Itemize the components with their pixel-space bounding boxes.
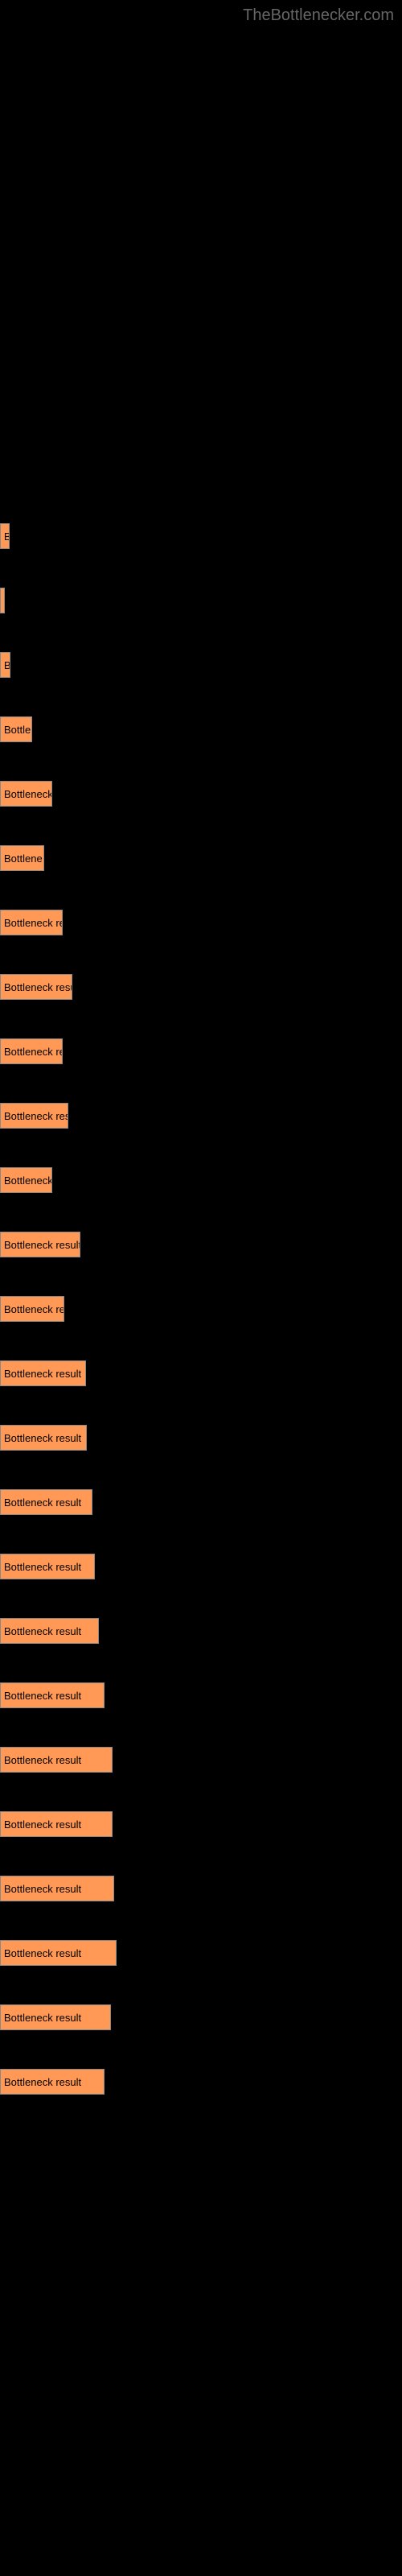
bar-row: Bottleneck result (0, 1489, 402, 1515)
bar-row: Bottleneck result (0, 1360, 402, 1386)
bar: Bottlene (0, 845, 44, 871)
bar-row: Bottleneck result (0, 1747, 402, 1773)
bar-label: Bottleneck result (4, 1432, 81, 1444)
bar-row: Bottleneck result (0, 1425, 402, 1451)
bar-label: Bottleneck result (4, 1818, 81, 1831)
bar-row: Bottleneck result (0, 1232, 402, 1257)
bar-label: Bottleneck result (4, 1496, 81, 1509)
bar-row: Bottleneck result (0, 1940, 402, 1966)
bar: Bottleneck result (0, 1811, 113, 1837)
bar-label: Bottleneck result (4, 1883, 81, 1895)
bar: Bottleneck re (0, 1038, 63, 1064)
bar-row: Bottleneck re (0, 1296, 402, 1322)
bar: B (0, 523, 10, 549)
bar-label: Bottleneck result (4, 1690, 81, 1702)
bar-row: Bottleneck (0, 781, 402, 807)
bar: B (0, 652, 10, 678)
bar: Bottleneck re (0, 1296, 64, 1322)
bar-label: Bottleneck result (4, 1625, 81, 1637)
bar: Bottleneck result (0, 1876, 114, 1901)
bar-row: Bottleneck result (0, 1682, 402, 1708)
bar: Bottleneck result (0, 1360, 86, 1386)
bar: Bottleneck res (0, 1103, 68, 1129)
bar: Bottleneck result (0, 1425, 87, 1451)
bar-label: Bottleneck result (4, 1561, 81, 1573)
bar-label: Bottleneck re (4, 1303, 64, 1315)
bar-row: Bottleneck result (0, 1554, 402, 1579)
bar: Bottleneck resu (0, 974, 72, 1000)
bar-chart: B B Bottle Bottleneck Bottlene Bottleneck re B… (0, 0, 402, 2149)
bar-row: Bottleneck result (0, 1811, 402, 1837)
bar-label: B (4, 530, 10, 543)
bar-label: Bottleneck result (4, 2012, 81, 2024)
bar-row: Bottlene (0, 845, 402, 871)
bar: Bottleneck result (0, 2004, 111, 2030)
bar: Bottleneck result (0, 1747, 113, 1773)
bar-row: Bottleneck resu (0, 974, 402, 1000)
bar: Bottleneck result (0, 1940, 117, 1966)
bar-label: Bottleneck re (4, 917, 63, 929)
bar: Bottleneck re (0, 910, 63, 935)
bar-row: Bottleneck res (0, 1103, 402, 1129)
bar-label: Bottleneck (4, 788, 52, 800)
bar: Bottleneck (0, 1167, 52, 1193)
bar: Bottleneck result (0, 1489, 92, 1515)
bar: Bottleneck result (0, 1618, 99, 1644)
bar: Bottleneck result (0, 1232, 80, 1257)
bar-row (0, 588, 402, 613)
bar-row: Bottleneck result (0, 1618, 402, 1644)
bar: Bottle (0, 716, 32, 742)
bar-row: B (0, 652, 402, 678)
bar: Bottleneck result (0, 1554, 95, 1579)
bar-row: Bottleneck result (0, 2069, 402, 2095)
watermark-text: TheBottlenecker.com (243, 6, 394, 25)
bar-row: Bottle (0, 716, 402, 742)
bar-label: Bottleneck result (4, 1368, 81, 1380)
bar-row: Bottleneck (0, 1167, 402, 1193)
bar-label: Bottleneck result (4, 2076, 81, 2088)
bar: Bottleneck result (0, 2069, 105, 2095)
bar-label: Bottle (4, 724, 31, 736)
bar: Bottleneck result (0, 1682, 105, 1708)
bar-label: B (4, 659, 10, 671)
bar-label: Bottlene (4, 852, 43, 865)
bar-row: Bottleneck re (0, 1038, 402, 1064)
bar-label: Bottleneck resu (4, 981, 72, 993)
bar-label: Bottleneck (4, 1174, 52, 1187)
bar-label: Bottleneck res (4, 1110, 68, 1122)
bar-row: Bottleneck result (0, 2004, 402, 2030)
bar-row: Bottleneck re (0, 910, 402, 935)
bar-label: Bottleneck result (4, 1754, 81, 1766)
bar: Bottleneck (0, 781, 52, 807)
bar-label: Bottleneck result (4, 1947, 81, 1959)
bar-label: Bottleneck re (4, 1046, 63, 1058)
bar-row: Bottleneck result (0, 1876, 402, 1901)
bar (0, 588, 5, 613)
bar-row: B (0, 523, 402, 549)
bar-label: Bottleneck result (4, 1239, 80, 1251)
